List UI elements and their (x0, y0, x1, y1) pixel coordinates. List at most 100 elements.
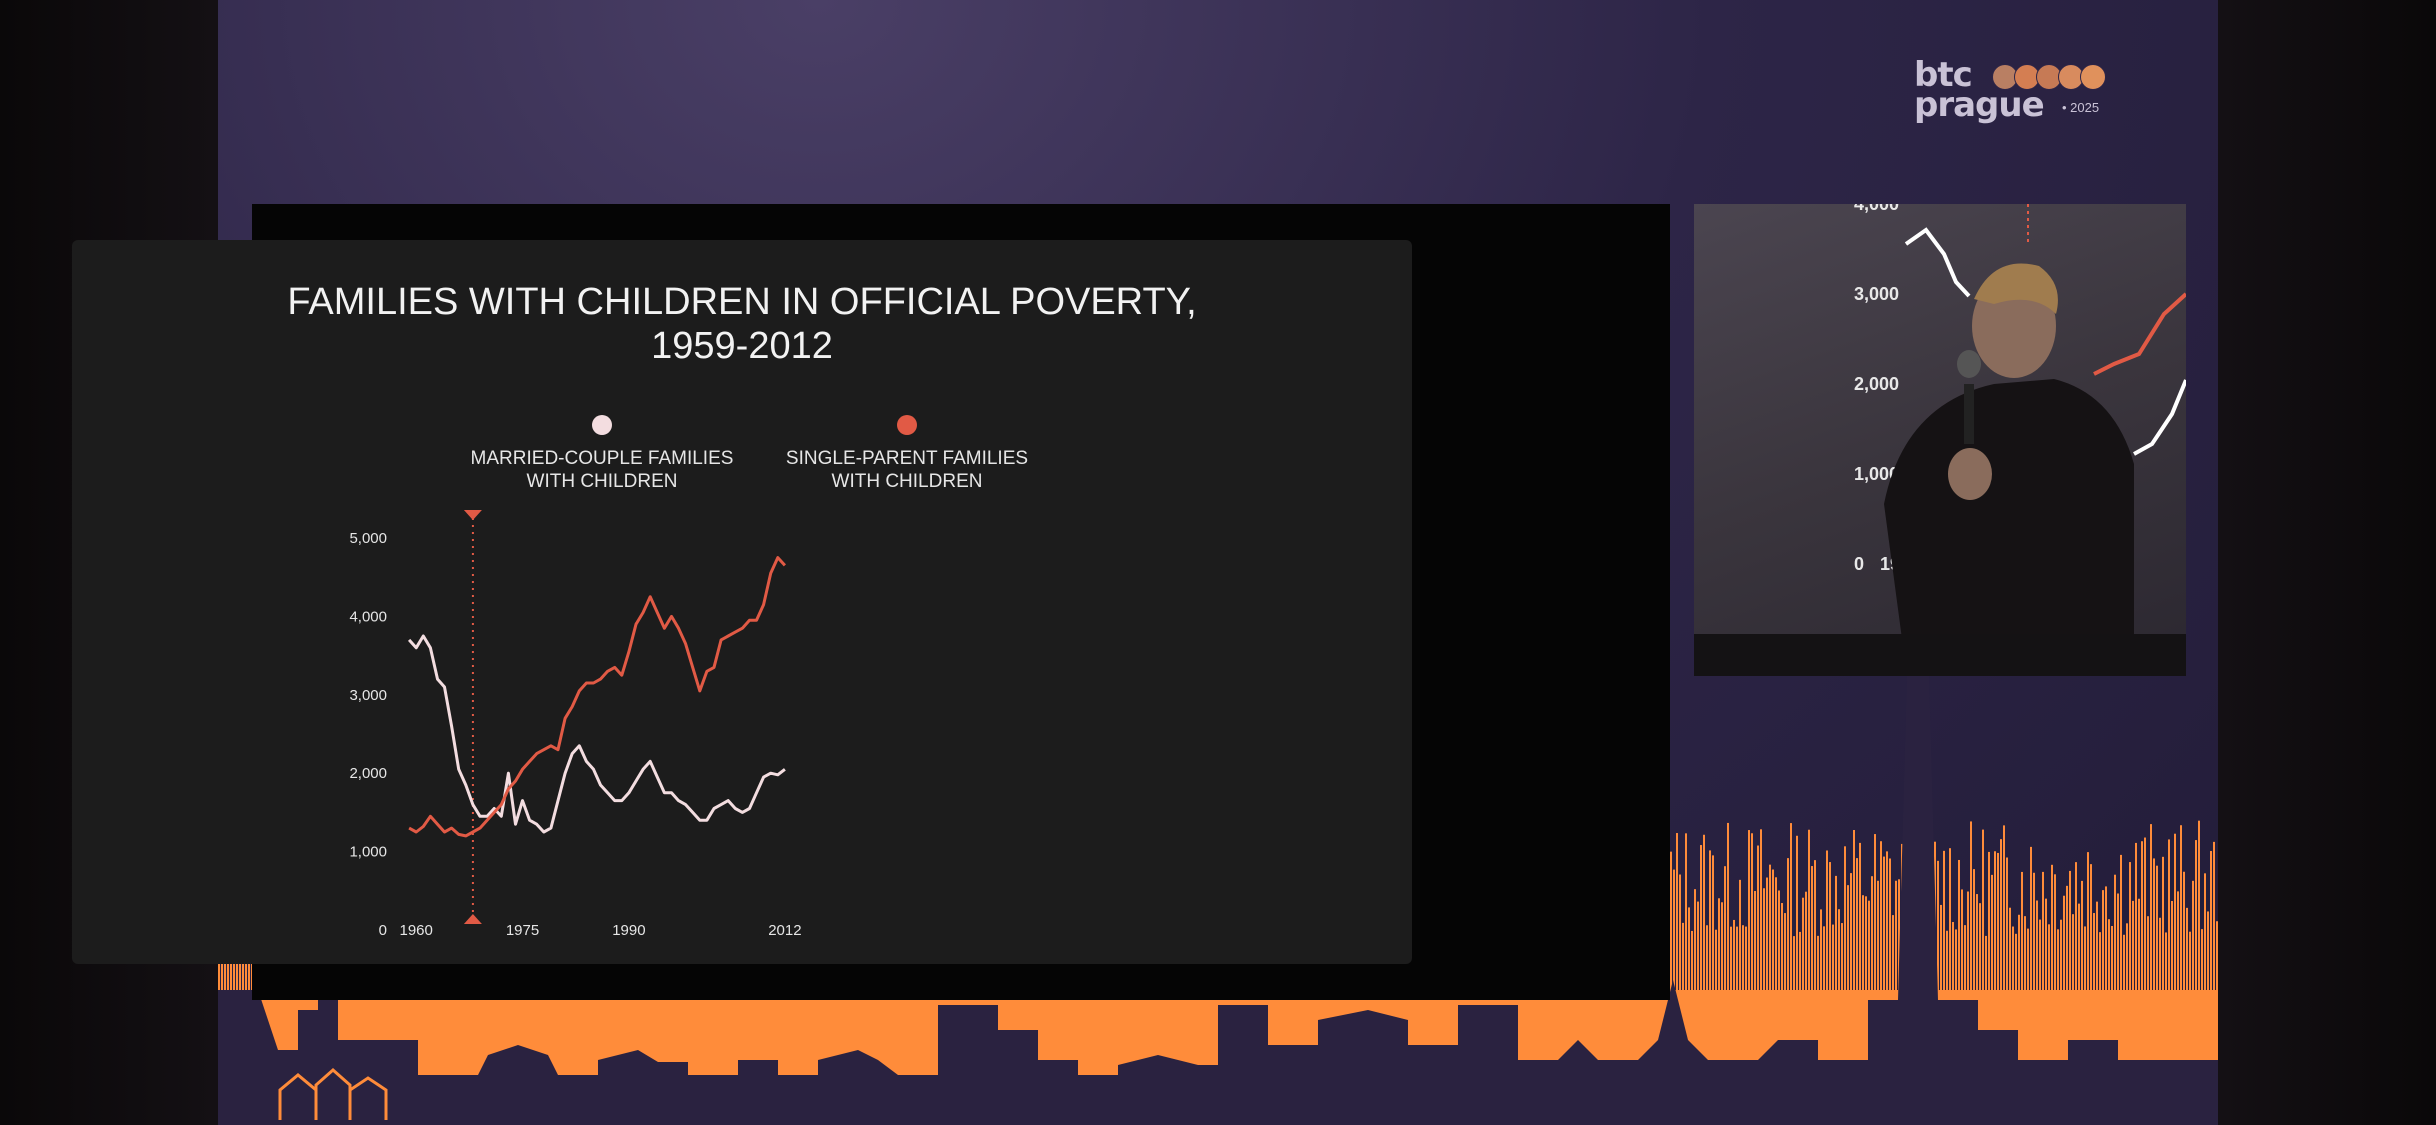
audio-bar (1964, 925, 1966, 1000)
audio-bar (1835, 875, 1837, 1000)
audio-bar (2114, 874, 2116, 1000)
audio-bar (1886, 851, 1888, 1000)
married-couple-line (407, 634, 786, 834)
audio-bar (1814, 860, 1816, 1000)
event-logo: btc prague • 2025 (1914, 58, 2114, 128)
audio-bar (2126, 923, 2128, 1000)
audio-bar (2108, 919, 2110, 1000)
audio-bar (1757, 845, 1759, 1000)
audio-bar (2090, 864, 2092, 1000)
audio-bar (1838, 909, 1840, 1000)
audio-bar (2147, 916, 2149, 1000)
audio-bar (2015, 933, 2017, 1000)
cam-ytick: 1,000 (1854, 464, 1899, 484)
audio-bar (1673, 869, 1675, 1000)
marker-top-triangle (463, 510, 482, 520)
audio-bar (1817, 935, 1819, 1000)
audio-bar (1985, 935, 1987, 1000)
audio-bar (1682, 922, 1684, 1000)
audio-bar (2207, 911, 2209, 1000)
audio-bar (1733, 919, 1735, 1000)
audio-bar (1892, 915, 1894, 1000)
audio-bar (1937, 860, 1939, 1000)
audio-bar (2039, 919, 2041, 1000)
audio-bar (1748, 830, 1750, 1000)
audio-bar (1820, 909, 1822, 1000)
y-tick-label: 3,000 (349, 687, 387, 704)
audio-bar (2018, 914, 2020, 1000)
audio-bar (2150, 824, 2152, 1000)
audio-bar (1991, 874, 1993, 1000)
audio-bar (2159, 917, 2161, 1000)
audio-bar (1967, 891, 1969, 1000)
audio-bar (1793, 936, 1795, 1000)
audio-bar (2162, 856, 2164, 1000)
audio-bar (1787, 858, 1789, 1000)
logo-dots (1992, 64, 2106, 95)
audio-bar (1685, 833, 1687, 1000)
audio-bar (1997, 852, 1999, 1000)
audio-bar (2009, 907, 2011, 1000)
audio-bar (1952, 922, 1954, 1000)
audio-bar (2141, 841, 2143, 1000)
audio-bar (1709, 850, 1711, 1000)
audio-bar (2168, 839, 2170, 1000)
audio-bar (1784, 913, 1786, 1000)
audio-bar (2198, 820, 2200, 1000)
speaker-camera: 4,000 3,000 2,000 1,000 0 1960 (1694, 204, 2186, 676)
audio-bar (1691, 930, 1693, 1000)
audio-bar (1841, 923, 1843, 1000)
audio-bar (1769, 864, 1771, 1000)
audio-bar (2072, 914, 2074, 1000)
legend-label-single: SINGLE-PARENT FAMILIES WITH CHILDREN (785, 448, 1029, 492)
audio-bar (1865, 896, 1867, 1000)
audio-bar (2171, 901, 2173, 1000)
audio-bar (1973, 869, 1975, 1000)
audio-bar (1715, 929, 1717, 1000)
audio-bar (2051, 864, 2053, 1000)
audio-bar (2111, 926, 2113, 1000)
audio-bar (2144, 837, 2146, 1000)
audio-bar (1760, 829, 1762, 1000)
audio-bar (1754, 891, 1756, 1000)
audio-bar (1856, 858, 1858, 1000)
tower-houses (278, 1067, 388, 1120)
right-letterbox (2218, 0, 2436, 1125)
audio-bar (1847, 885, 1849, 1000)
audio-bar (2084, 926, 2086, 1000)
audio-bar (1877, 880, 1879, 1000)
audio-bar (2012, 926, 2014, 1000)
audio-bar (1775, 877, 1777, 1000)
audio-bar (2174, 833, 2176, 1000)
audio-bar (2081, 880, 2083, 1000)
x-tick-label: 2012 (768, 922, 801, 939)
cam-single-line (2093, 292, 2186, 376)
audio-bar (1799, 931, 1801, 1000)
audio-bar (1751, 833, 1753, 1000)
audio-bar (2003, 825, 2005, 1000)
audio-bar (2135, 842, 2137, 1000)
camera-scene: 4,000 3,000 2,000 1,000 0 1960 (1854, 204, 2186, 676)
city-silhouette (218, 640, 2218, 1125)
audio-bar (1808, 829, 1810, 1000)
audio-bar (1670, 851, 1672, 1000)
audio-bar (1676, 833, 1678, 1000)
audio-bar (2132, 900, 2134, 1000)
audio-bar (2165, 932, 2167, 1000)
audio-bar (1940, 904, 1942, 1000)
audio-bar (1766, 877, 1768, 1000)
audio-bar (1736, 926, 1738, 1000)
audio-bar (2036, 900, 2038, 1000)
audio-bar (2048, 924, 2050, 1000)
y-tick-label: 4,000 (349, 608, 387, 625)
logo-year: • 2025 (2062, 100, 2100, 115)
audio-bar (1871, 876, 1873, 1000)
audio-bars-right (1670, 820, 2218, 1000)
audio-bar (2204, 873, 2206, 1000)
skyline-decoration (218, 425, 2218, 1125)
audio-bar (1745, 926, 1747, 1000)
audio-bar (2042, 871, 2044, 1000)
legend-single: SINGLE-PARENT FAMILIES WITH CHILDREN (782, 415, 1032, 493)
audio-bar (1694, 889, 1696, 1000)
audio-bar (1949, 848, 1951, 1000)
